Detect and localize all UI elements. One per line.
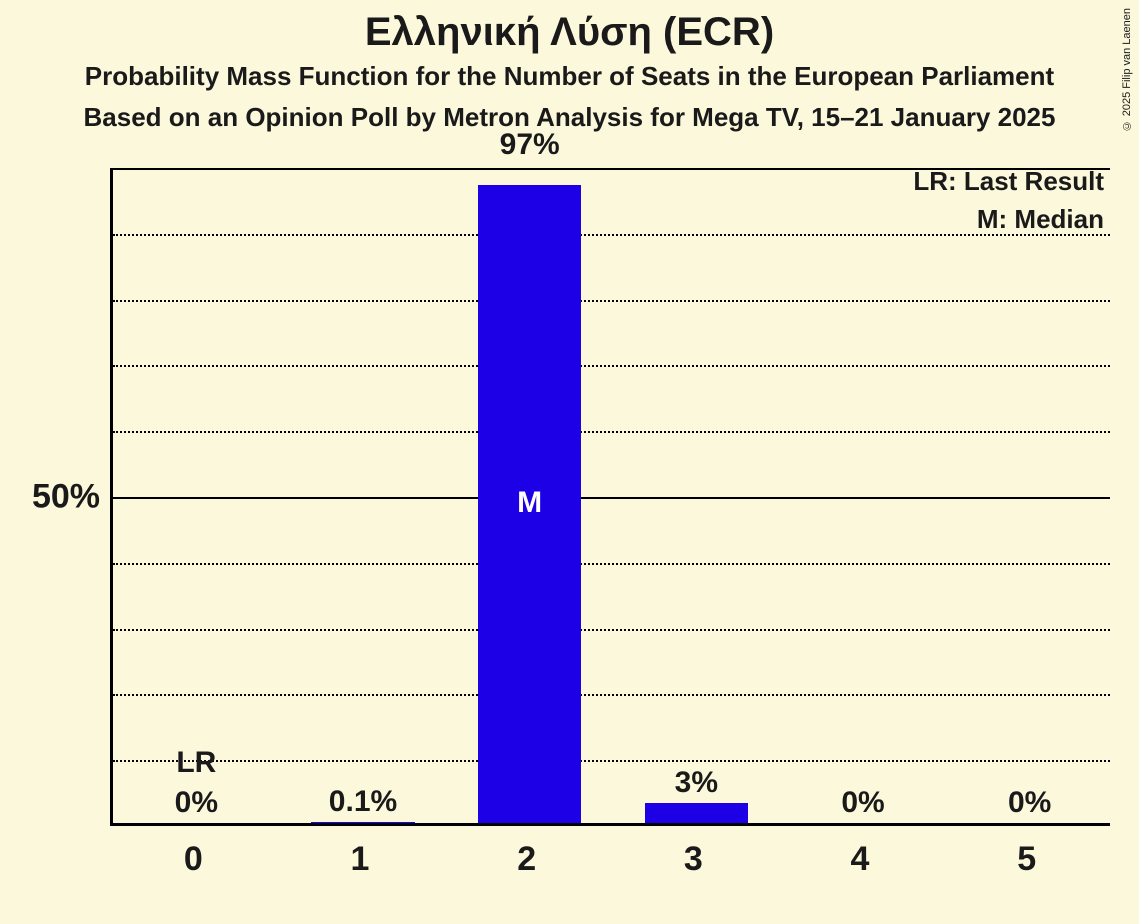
bar xyxy=(311,822,414,823)
median-marker: M xyxy=(478,486,581,520)
gridline-minor xyxy=(113,760,1110,762)
last-result-marker: LR xyxy=(176,746,216,780)
gridline-major xyxy=(113,497,1110,499)
bar xyxy=(645,803,748,823)
x-axis-tick-label: 5 xyxy=(1017,840,1036,879)
value-label: 0.1% xyxy=(329,785,397,819)
chart-title: Ελληνική Λύση (ECR) xyxy=(0,10,1139,55)
bar: M xyxy=(478,185,581,823)
gridline-minor xyxy=(113,234,1110,236)
value-label: 0% xyxy=(1008,786,1051,820)
chart-area: LR: Last Result M: Median 0%LR0.1%M97%3%… xyxy=(30,158,1110,878)
value-label: 3% xyxy=(675,766,718,800)
copyright-text: © 2025 Filip van Laenen xyxy=(1121,8,1133,131)
chart-subtitle-1: Probability Mass Function for the Number… xyxy=(0,61,1139,92)
y-axis-tick-label: 50% xyxy=(32,478,100,517)
gridline-minor xyxy=(113,563,1110,565)
value-label: 97% xyxy=(500,128,560,162)
x-axis-tick-label: 3 xyxy=(684,840,703,879)
gridline-major xyxy=(113,168,1110,170)
x-axis-tick-label: 0 xyxy=(184,840,203,879)
gridline-minor xyxy=(113,694,1110,696)
gridline-minor xyxy=(113,300,1110,302)
value-label: 0% xyxy=(841,786,884,820)
value-label: 0% xyxy=(175,786,218,820)
gridline-minor xyxy=(113,629,1110,631)
x-axis-tick-label: 4 xyxy=(851,840,870,879)
gridline-minor xyxy=(113,431,1110,433)
plot-region: LR: Last Result M: Median 0%LR0.1%M97%3%… xyxy=(110,168,1110,826)
chart-subtitle-2: Based on an Opinion Poll by Metron Analy… xyxy=(0,102,1139,133)
x-axis-tick-label: 1 xyxy=(351,840,370,879)
gridline-minor xyxy=(113,365,1110,367)
x-axis-tick-label: 2 xyxy=(517,840,536,879)
legend-m: M: Median xyxy=(977,204,1104,235)
legend-lr: LR: Last Result xyxy=(913,166,1104,197)
